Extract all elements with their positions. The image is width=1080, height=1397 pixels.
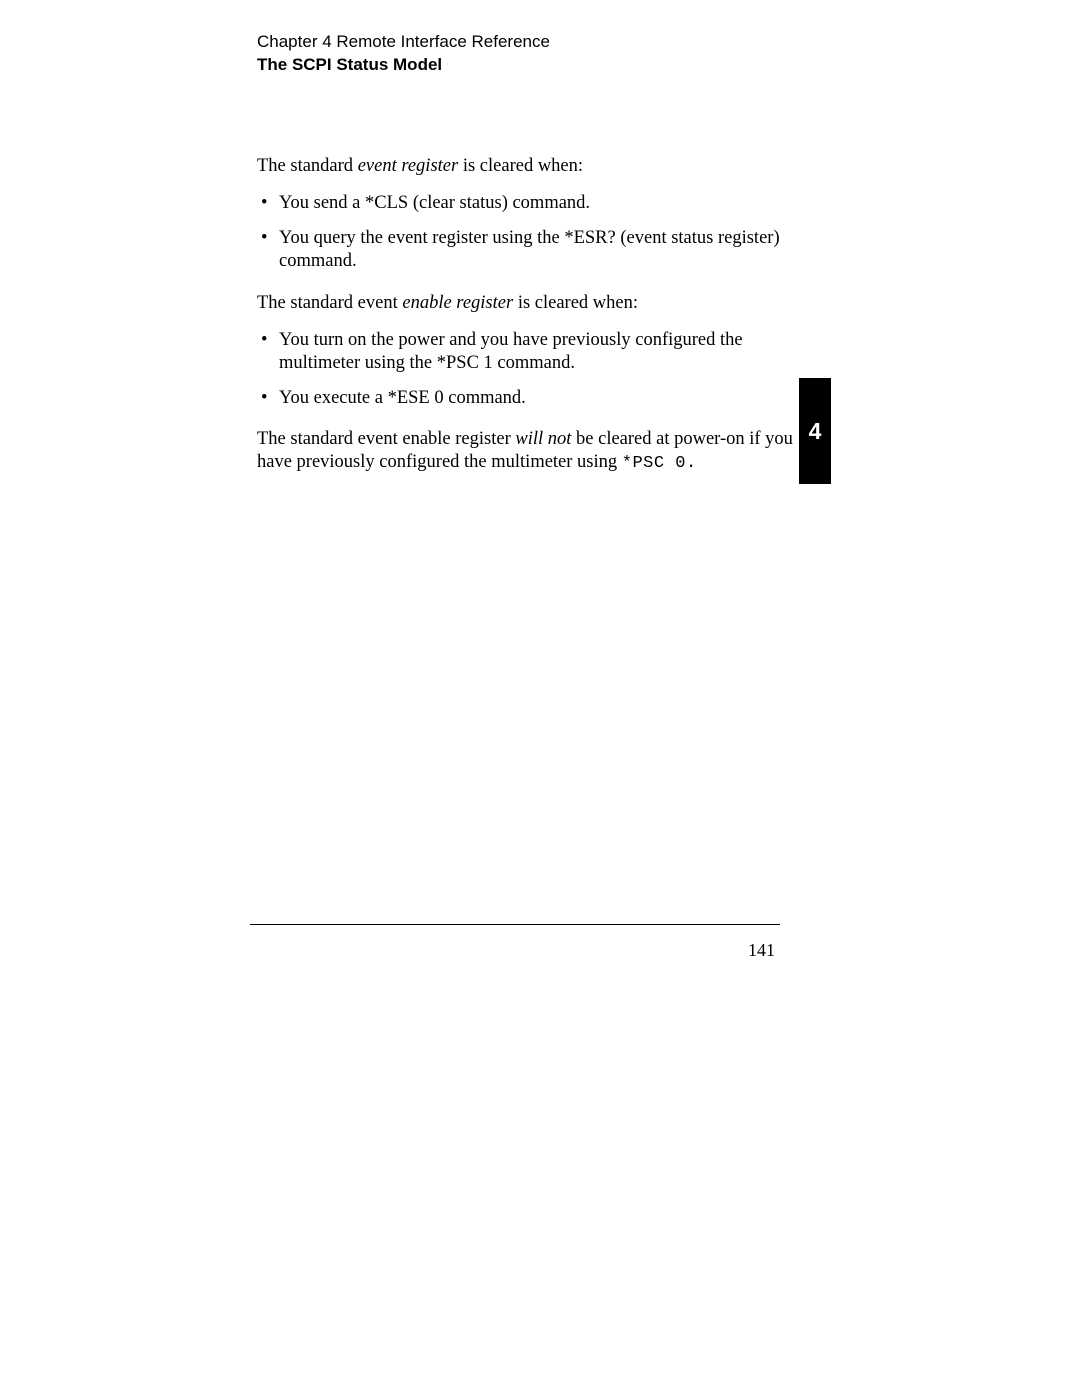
chapter-line: Chapter 4 Remote Interface Reference (257, 32, 827, 52)
emphasis-text: enable register (402, 293, 513, 313)
text-fragment: The standard event enable register (257, 429, 515, 449)
paragraph-enable-register-intro: The standard event enable register is cl… (257, 292, 827, 315)
text-fragment: is cleared when: (458, 156, 583, 176)
list-item: You send a *CLS (clear status) command. (257, 192, 827, 215)
page-content: Chapter 4 Remote Interface Reference The… (257, 32, 827, 488)
chapter-tab: 4 (799, 378, 831, 484)
text-fragment: You execute a (279, 388, 388, 408)
section-title: The SCPI Status Model (257, 55, 827, 75)
text-fragment: The standard (257, 156, 358, 176)
footer-rule (250, 924, 780, 925)
paragraph-event-register-intro: The standard event register is cleared w… (257, 155, 827, 178)
text-fragment: command. (493, 353, 575, 373)
text-fragment: You send a (279, 193, 365, 213)
code-text: *ESR? (564, 228, 615, 248)
page-number: 141 (748, 940, 775, 961)
text-fragment: command. (444, 388, 526, 408)
bullet-list-1: You send a *CLS (clear status) command. … (257, 192, 827, 273)
bullet-list-2: You turn on the power and you have previ… (257, 329, 827, 410)
paragraph-not-cleared: The standard event enable register will … (257, 428, 827, 474)
list-item: You query the event register using the *… (257, 227, 827, 273)
code-text: *ESE 0 (388, 388, 444, 408)
text-fragment: The standard event (257, 293, 402, 313)
text-fragment: (clear status) command. (408, 193, 590, 213)
code-text: *PSC 1 (437, 353, 493, 373)
code-text: *CLS (365, 193, 408, 213)
emphasis-text: event register (358, 156, 459, 176)
chapter-tab-number: 4 (809, 418, 822, 445)
code-text: *PSC 0. (622, 454, 697, 473)
emphasis-text: will not (515, 429, 571, 449)
text-fragment: is cleared when: (513, 293, 638, 313)
list-item: You execute a *ESE 0 command. (257, 387, 827, 410)
list-item: You turn on the power and you have previ… (257, 329, 827, 375)
text-fragment: You query the event register using the (279, 228, 564, 248)
